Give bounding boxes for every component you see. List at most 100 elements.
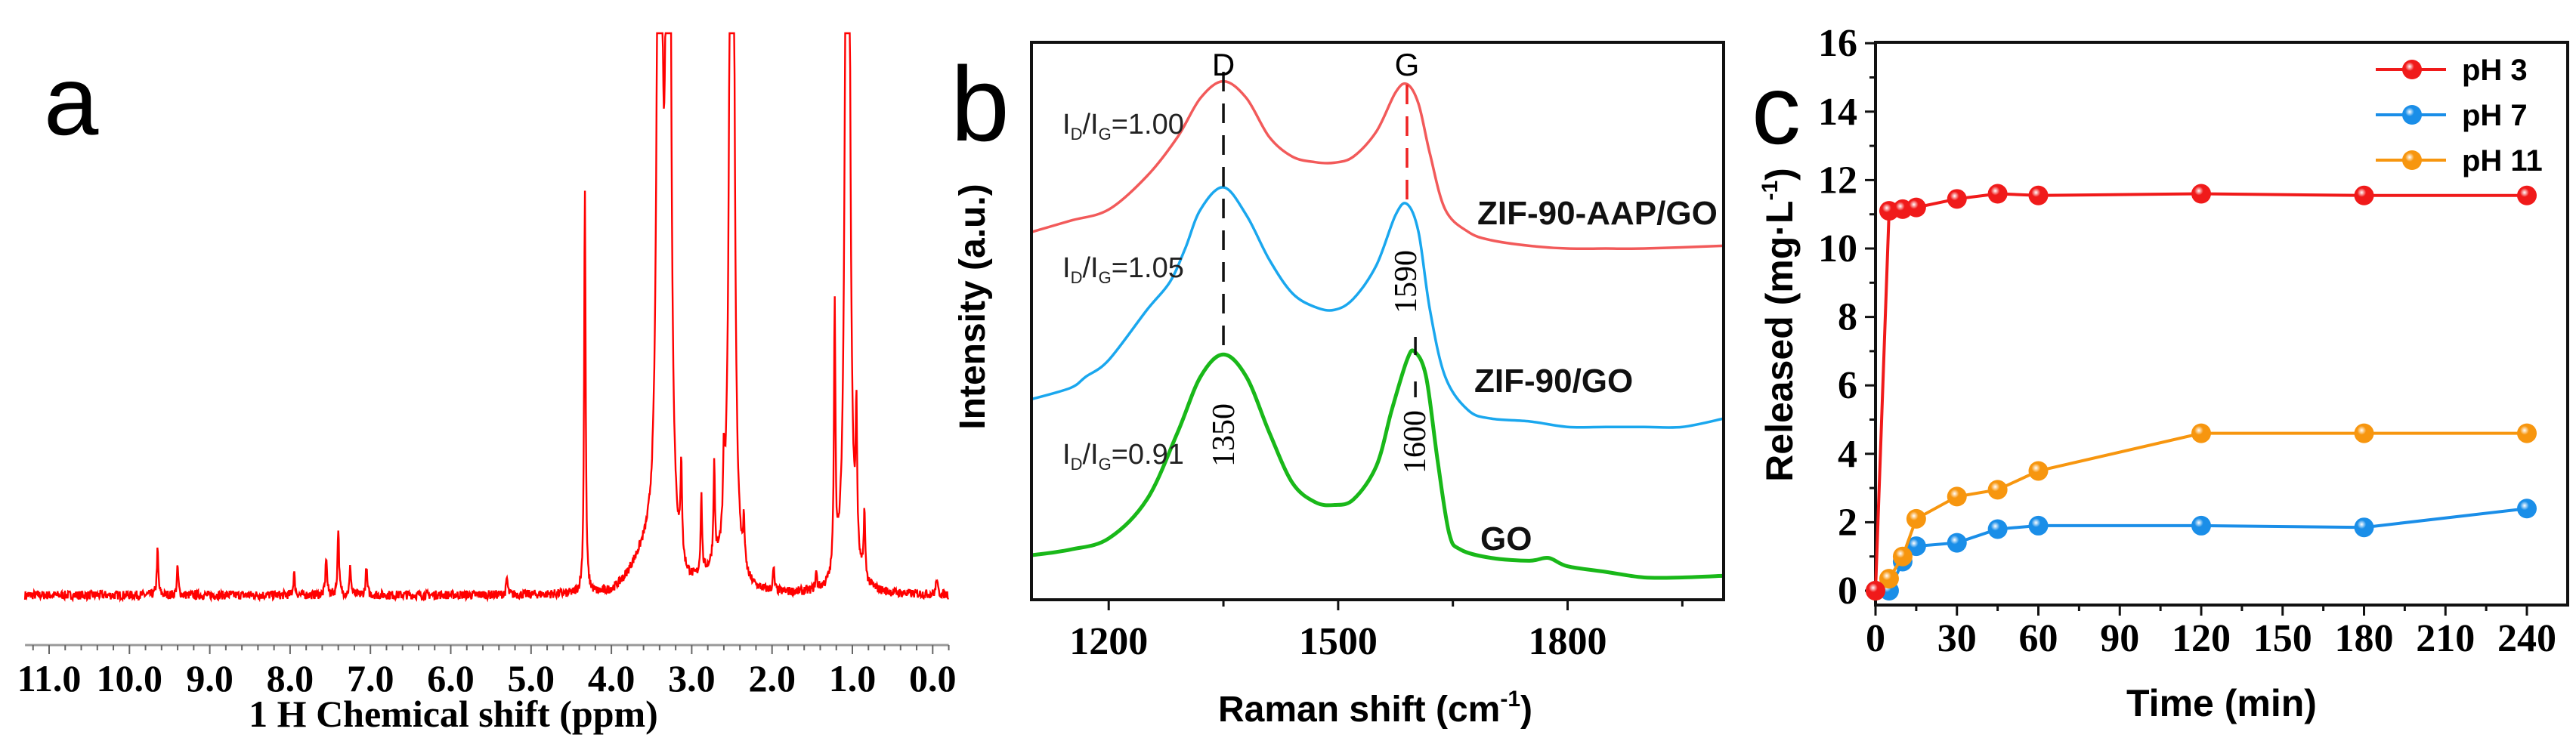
- ratio-sub-d: D: [1071, 455, 1083, 474]
- legend-marker: [2402, 105, 2422, 125]
- data-point-ph-11: [2354, 423, 2374, 443]
- x-tick-label: 240: [2497, 617, 2556, 660]
- y-axis-title-text: Released (mg·L: [1758, 201, 1801, 482]
- series-label: ZIF-90-AAP/GO: [1477, 195, 1718, 232]
- ratio-i: I: [1062, 439, 1071, 471]
- y-tick-label: 16: [1818, 22, 1857, 65]
- y-tick-label: 4: [1838, 433, 1857, 476]
- data-point-ph-3: [2517, 185, 2537, 205]
- series-line-ph-11: [1874, 431, 2527, 592]
- data-point-ph-11: [1906, 508, 1926, 529]
- x-tick-label: 0.0: [909, 657, 957, 699]
- ratio-sep: /I: [1082, 439, 1098, 471]
- intensity-ratio-label: ID/IG=1.05: [1062, 252, 1184, 287]
- panel-label-c: c: [1752, 54, 1801, 165]
- x-tick-label: 8.0: [267, 657, 314, 699]
- data-point-ph-11: [2028, 461, 2049, 481]
- data-point-ph-3: [1906, 197, 1926, 218]
- series-label: ZIF-90/GO: [1474, 363, 1633, 400]
- x-tick-label: 60: [2019, 617, 2058, 660]
- y-tick-label: 0: [1838, 570, 1857, 613]
- x-tick-label: 1.0: [829, 657, 877, 699]
- ratio-eq: =: [1112, 109, 1128, 140]
- data-point-ph-7: [2517, 499, 2537, 519]
- data-point-ph-3: [2354, 185, 2374, 205]
- ratio-value: 1.00: [1128, 109, 1184, 140]
- x-tick-label: 0: [1866, 617, 1885, 660]
- legend-marker: [2402, 60, 2422, 79]
- y-tick-label: 6: [1838, 364, 1857, 407]
- data-point-ph-11: [1879, 569, 1899, 589]
- band-label-D: D: [1212, 47, 1235, 82]
- series-label: GO: [1480, 520, 1532, 557]
- x-tick-label: 1800: [1529, 620, 1607, 663]
- x-tick-label: 6.0: [427, 657, 475, 699]
- ratio-sub-g: G: [1099, 455, 1112, 474]
- x-tick-label: 5.0: [508, 657, 555, 699]
- x-tick-label: 7.0: [347, 657, 394, 699]
- y-tick-label: 10: [1818, 227, 1857, 270]
- ratio-value: 1.05: [1128, 252, 1184, 284]
- x-tick-label: 120: [2172, 617, 2231, 660]
- data-point-ph-7: [1987, 519, 2008, 539]
- data-point-ph-3: [2028, 185, 2049, 205]
- y-axis-title-end: ): [1758, 168, 1801, 181]
- legend-item-ph-11: pH 11: [2376, 144, 2543, 178]
- plot-frame: [1874, 41, 2569, 607]
- legend-label: pH 11: [2462, 144, 2543, 178]
- data-point-ph-7: [1947, 533, 1967, 553]
- data-point-ph-7: [2028, 515, 2049, 536]
- y-axis-title: Intensity (a.u.): [953, 184, 993, 429]
- ratio-sub-d: D: [1071, 268, 1083, 287]
- x-axis-title-end: ): [1520, 690, 1532, 730]
- y-axis-title-sup: -1: [1758, 181, 1783, 201]
- ratio-sep: /I: [1082, 109, 1098, 140]
- x-tick-label: 180: [2335, 617, 2394, 660]
- x-tick-label: 1200: [1069, 620, 1148, 663]
- legend-item-ph-3: pH 3: [2376, 54, 2528, 87]
- ratio-sep: /I: [1082, 252, 1098, 284]
- raman-line-zif-90-aap-go: [1031, 79, 1724, 251]
- data-point-ph-7: [1906, 536, 1926, 557]
- x-axis: 11.0 10.0 9.0 8.0 7.0 6.0 5.0 4.0 3.0 2.0 1.0 0.0 1 …: [17, 644, 957, 735]
- legend-label: pH 3: [2462, 54, 2528, 87]
- data-point-ph-3: [1987, 184, 2008, 204]
- data-point-ph-3: [1866, 581, 1885, 601]
- ratio-i: I: [1062, 252, 1071, 284]
- x-tick-label: 3.0: [668, 657, 716, 699]
- data-point-ph-3: [1947, 189, 1967, 209]
- ratio-sub-g: G: [1099, 125, 1112, 144]
- band-label-G: G: [1395, 47, 1420, 82]
- raman-line-go: [1031, 348, 1724, 580]
- panel-a-nmr-spectrum: a 11.0 10.0 9.0 8.0 7.0 6.0 5.0 4.0 3.0 2.0 1.0 0.0…: [17, 32, 957, 735]
- raman-line-zif-90-go: [1031, 186, 1724, 429]
- peak-position-label: 1350: [1207, 403, 1242, 467]
- panel-b-raman-spectra: b D G135015901600ID/IG=1.00ID/IG=1.05ID/I…: [951, 41, 1725, 730]
- intensity-ratio-label: ID/IG=1.00: [1062, 109, 1184, 144]
- panel-label-a: a: [44, 45, 99, 156]
- panel-c-release-curves: c 0 30 60 90 120 150 180 210 240 0 2 4 6 8 10 12 14 16 pH …: [1752, 22, 2569, 724]
- x-tick-label: 210: [2416, 617, 2475, 660]
- data-point-ph-11: [1987, 480, 2008, 500]
- legend-label: pH 7: [2462, 99, 2528, 132]
- ratio-eq: =: [1112, 252, 1128, 284]
- nmr-spectrum-line: [23, 32, 950, 603]
- x-tick-label: 30: [1937, 617, 1977, 660]
- x-axis-title-sup: -1: [1500, 687, 1520, 712]
- x-tick-label: 2.0: [748, 657, 796, 699]
- y-tick-label: 8: [1838, 296, 1857, 339]
- ratio-eq: =: [1112, 439, 1128, 471]
- data-point-ph-7: [2191, 515, 2211, 536]
- y-tick-label: 14: [1818, 91, 1857, 134]
- x-axis-title: 1 H Chemical shift (ppm): [249, 693, 658, 735]
- y-axis-title: Released (mg·L-1): [1758, 168, 1801, 482]
- x-tick-label: 4.0: [588, 657, 635, 699]
- x-tick-label: 11.0: [17, 657, 82, 699]
- x-axis-title-text: Raman shift (cm: [1218, 690, 1500, 730]
- x-axis-title: Time (min): [2126, 682, 2317, 724]
- data-point-ph-11: [2517, 423, 2537, 443]
- legend-item-ph-7: pH 7: [2376, 99, 2528, 132]
- y-tick-label: 2: [1838, 501, 1857, 544]
- data-point-ph-11: [2191, 423, 2211, 443]
